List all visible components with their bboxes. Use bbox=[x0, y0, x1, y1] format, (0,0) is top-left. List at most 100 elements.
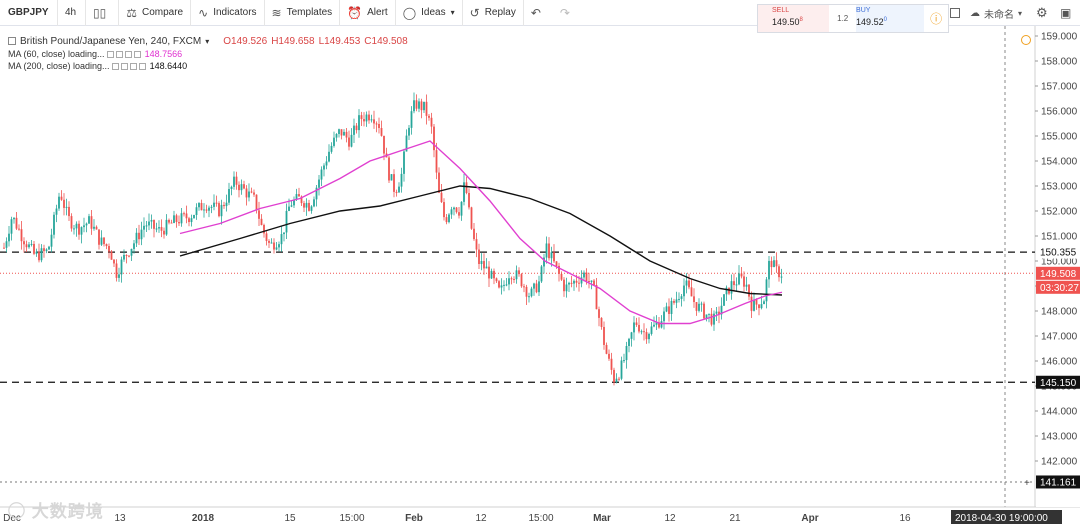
templates-button[interactable]: ≋ Templates bbox=[265, 0, 341, 26]
candle-up bbox=[335, 133, 338, 138]
candle-up bbox=[280, 234, 283, 245]
candle-down bbox=[170, 222, 173, 224]
ideas-button[interactable]: ◯ Ideas ▾ bbox=[396, 0, 463, 26]
candle-up bbox=[228, 189, 230, 203]
price-tick-label: 147.000 bbox=[1041, 332, 1078, 343]
indicators-button[interactable]: ∿ Indicators bbox=[191, 0, 265, 26]
candle-down bbox=[43, 248, 45, 252]
candle-down bbox=[470, 207, 473, 229]
candle-down bbox=[183, 213, 185, 215]
candle-down bbox=[483, 261, 485, 269]
candle-up bbox=[195, 207, 198, 215]
candle-down bbox=[348, 137, 350, 147]
candle-down bbox=[498, 281, 500, 288]
ma60-line bbox=[179, 140, 783, 325]
square-icon bbox=[950, 8, 960, 18]
chart-legend: British Pound/Japanese Yen, 240, FXCM ▾ … bbox=[8, 34, 408, 72]
candle-down bbox=[363, 119, 365, 122]
candle-down bbox=[383, 135, 385, 154]
ma200-legend[interactable]: MA (200, close) loading... 148.6440 bbox=[8, 60, 408, 72]
candle-down bbox=[595, 284, 598, 310]
buy-button[interactable]: BUY 149.520 bbox=[856, 5, 925, 32]
more-icon[interactable] bbox=[138, 62, 146, 70]
candle-up bbox=[410, 111, 413, 128]
candle-up bbox=[623, 360, 625, 362]
candle-down bbox=[95, 226, 98, 230]
candle-down bbox=[758, 304, 760, 309]
eye-icon[interactable] bbox=[111, 62, 119, 70]
add-level-icon: + bbox=[1024, 478, 1030, 489]
close-icon[interactable] bbox=[124, 50, 132, 58]
cloud-icon: ☁ bbox=[970, 7, 980, 19]
candle-up bbox=[753, 299, 755, 311]
price-axis[interactable]: 159.000 158.000 157.000 156.000 155.000 154.0… bbox=[1021, 26, 1080, 507]
price-tick-label: 144.000 bbox=[1041, 407, 1078, 418]
candle-up bbox=[318, 179, 320, 188]
chart-type-button[interactable]: ▯▯ bbox=[86, 0, 120, 26]
compare-button[interactable]: ⚖ Compare bbox=[119, 0, 192, 26]
candle-down bbox=[658, 322, 660, 328]
candle-down bbox=[750, 296, 753, 311]
candle-up bbox=[655, 322, 658, 325]
candle-up bbox=[528, 296, 530, 298]
symbol-button[interactable]: GBPJPY bbox=[0, 0, 58, 26]
candle-up bbox=[408, 127, 410, 136]
price-tick-label: 148.000 bbox=[1041, 307, 1078, 318]
price-tick-label: 142.000 bbox=[1041, 457, 1078, 468]
candle-down bbox=[440, 192, 443, 203]
candle-up bbox=[120, 259, 123, 275]
candle-up bbox=[508, 278, 510, 285]
interval-button[interactable]: 4h bbox=[58, 0, 86, 26]
warning-icon[interactable]: ⓘ bbox=[930, 12, 943, 26]
price-tick-label: 150.000 bbox=[1041, 257, 1078, 268]
candle-down bbox=[223, 204, 225, 207]
gear-icon[interactable] bbox=[120, 62, 128, 70]
candle-down bbox=[153, 220, 155, 229]
ideas-label: Ideas bbox=[421, 7, 446, 18]
candle-up bbox=[65, 206, 68, 208]
time-tick-label: 15:00 bbox=[528, 513, 553, 524]
ma60-legend[interactable]: MA (60, close) loading... 148.7566 bbox=[8, 48, 408, 60]
chevron-down-icon[interactable]: ▾ bbox=[205, 36, 210, 46]
candle-up bbox=[670, 300, 673, 314]
candle-up bbox=[333, 137, 335, 146]
candle-up bbox=[50, 234, 53, 247]
candle-up bbox=[700, 303, 703, 305]
candle-down bbox=[475, 239, 478, 250]
fullscreen-button[interactable] bbox=[950, 0, 960, 26]
candle-down bbox=[178, 222, 180, 224]
candle-down bbox=[70, 216, 73, 229]
replay-button[interactable]: ↺ Replay bbox=[463, 0, 524, 26]
candle-up bbox=[45, 249, 48, 252]
collapse-icon[interactable] bbox=[8, 37, 16, 45]
time-axis[interactable]: Dec 13 2018 15 15:00 Feb 12 15:00 Mar 12 21 Apr 16 20… bbox=[3, 510, 1062, 524]
trade-widget: SELL 149.508 1.2 BUY 149.520 ⓘ bbox=[757, 4, 949, 33]
eye-icon[interactable] bbox=[106, 50, 114, 58]
candle-up bbox=[780, 276, 783, 278]
candle-up bbox=[533, 283, 535, 289]
layout-name-button[interactable]: ☁ 未命名 ▾ bbox=[970, 0, 1022, 26]
more-icon[interactable] bbox=[133, 50, 141, 58]
candle-up bbox=[500, 285, 503, 288]
candle-up bbox=[413, 100, 415, 112]
candle-down bbox=[518, 270, 520, 275]
ohlc-close: C149.508 bbox=[364, 35, 408, 47]
candle-up bbox=[140, 229, 143, 240]
candle-up bbox=[663, 311, 665, 322]
candle-up bbox=[148, 221, 150, 226]
price-tick-label: 159.000 bbox=[1041, 32, 1078, 43]
sell-button[interactable]: SELL 149.508 bbox=[758, 5, 830, 32]
close-icon[interactable] bbox=[129, 62, 137, 70]
candle-down bbox=[255, 194, 258, 211]
settings-button[interactable]: ⚙ bbox=[1036, 0, 1048, 26]
redo-button[interactable]: ↷ bbox=[553, 0, 582, 26]
candle-down bbox=[253, 192, 255, 195]
replay-label: Replay bbox=[484, 7, 516, 18]
price-chart[interactable]: 159.000 158.000 157.000 156.000 155.000 154.0… bbox=[0, 26, 1080, 529]
alert-button[interactable]: ⏰ Alert bbox=[340, 0, 396, 26]
candle-down bbox=[108, 246, 110, 252]
candle-up bbox=[323, 165, 325, 170]
snapshot-button[interactable]: ▣ bbox=[1060, 0, 1071, 26]
gear-icon[interactable] bbox=[115, 50, 123, 58]
undo-button[interactable]: ↶ bbox=[524, 0, 553, 26]
